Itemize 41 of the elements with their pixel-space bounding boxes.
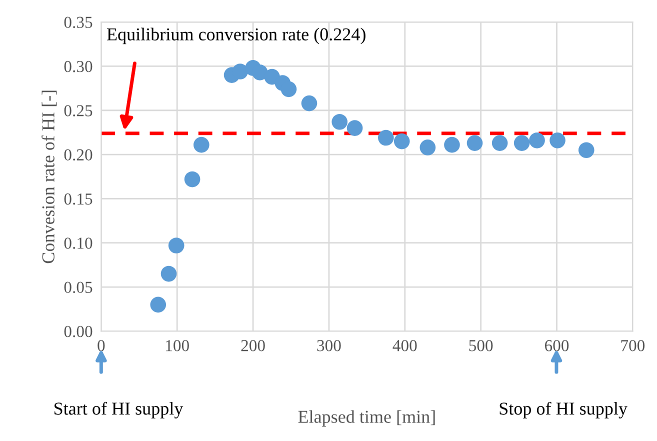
y-axis-title: Convesion rate of HI [-] — [42, 90, 57, 264]
y-tick-label: 0.05 — [64, 282, 92, 294]
x-tick-label: 200 — [241, 340, 265, 352]
text: Start of HI supply — [54, 402, 184, 418]
point — [550, 132, 566, 148]
y-tick-label: 0.10 — [64, 238, 92, 249]
x-tick-label: 0 — [98, 340, 105, 352]
point — [420, 140, 436, 156]
point — [492, 135, 508, 151]
point — [168, 238, 184, 254]
point — [529, 132, 545, 148]
point — [332, 114, 348, 130]
point — [160, 266, 177, 282]
x-tick-label: 100 — [166, 340, 189, 352]
x-tick-label: 700 — [621, 340, 645, 352]
point — [184, 171, 200, 188]
point — [394, 133, 410, 150]
x-tick-label: 300 — [317, 340, 341, 352]
y-tick-label: 0.00 — [64, 326, 92, 338]
point — [280, 81, 297, 98]
x-tick-label: 500 — [469, 340, 493, 352]
point — [193, 136, 210, 153]
y-tick-label: 0.20 — [64, 149, 92, 161]
x-tick-label: 600 — [544, 340, 569, 352]
y-tick-label: 0.25 — [64, 105, 92, 116]
point — [444, 136, 460, 153]
y-tick-label: 0.15 — [64, 193, 92, 205]
x-axis-title: Elapsed time [min] — [298, 410, 435, 427]
point — [346, 120, 363, 136]
ref-line-label: Equilibrium conversion rate (0.224) — [107, 28, 366, 44]
point — [466, 135, 483, 151]
point — [232, 64, 248, 80]
point — [514, 135, 530, 151]
point — [150, 296, 166, 313]
y-tick-label: 0.35 — [64, 16, 92, 28]
y-tick-label: 0.30 — [64, 60, 92, 72]
point — [378, 130, 394, 146]
text: Stop of HI supply — [500, 402, 628, 418]
point — [301, 95, 318, 112]
x-tick-label: 400 — [392, 340, 417, 352]
point — [578, 142, 594, 158]
